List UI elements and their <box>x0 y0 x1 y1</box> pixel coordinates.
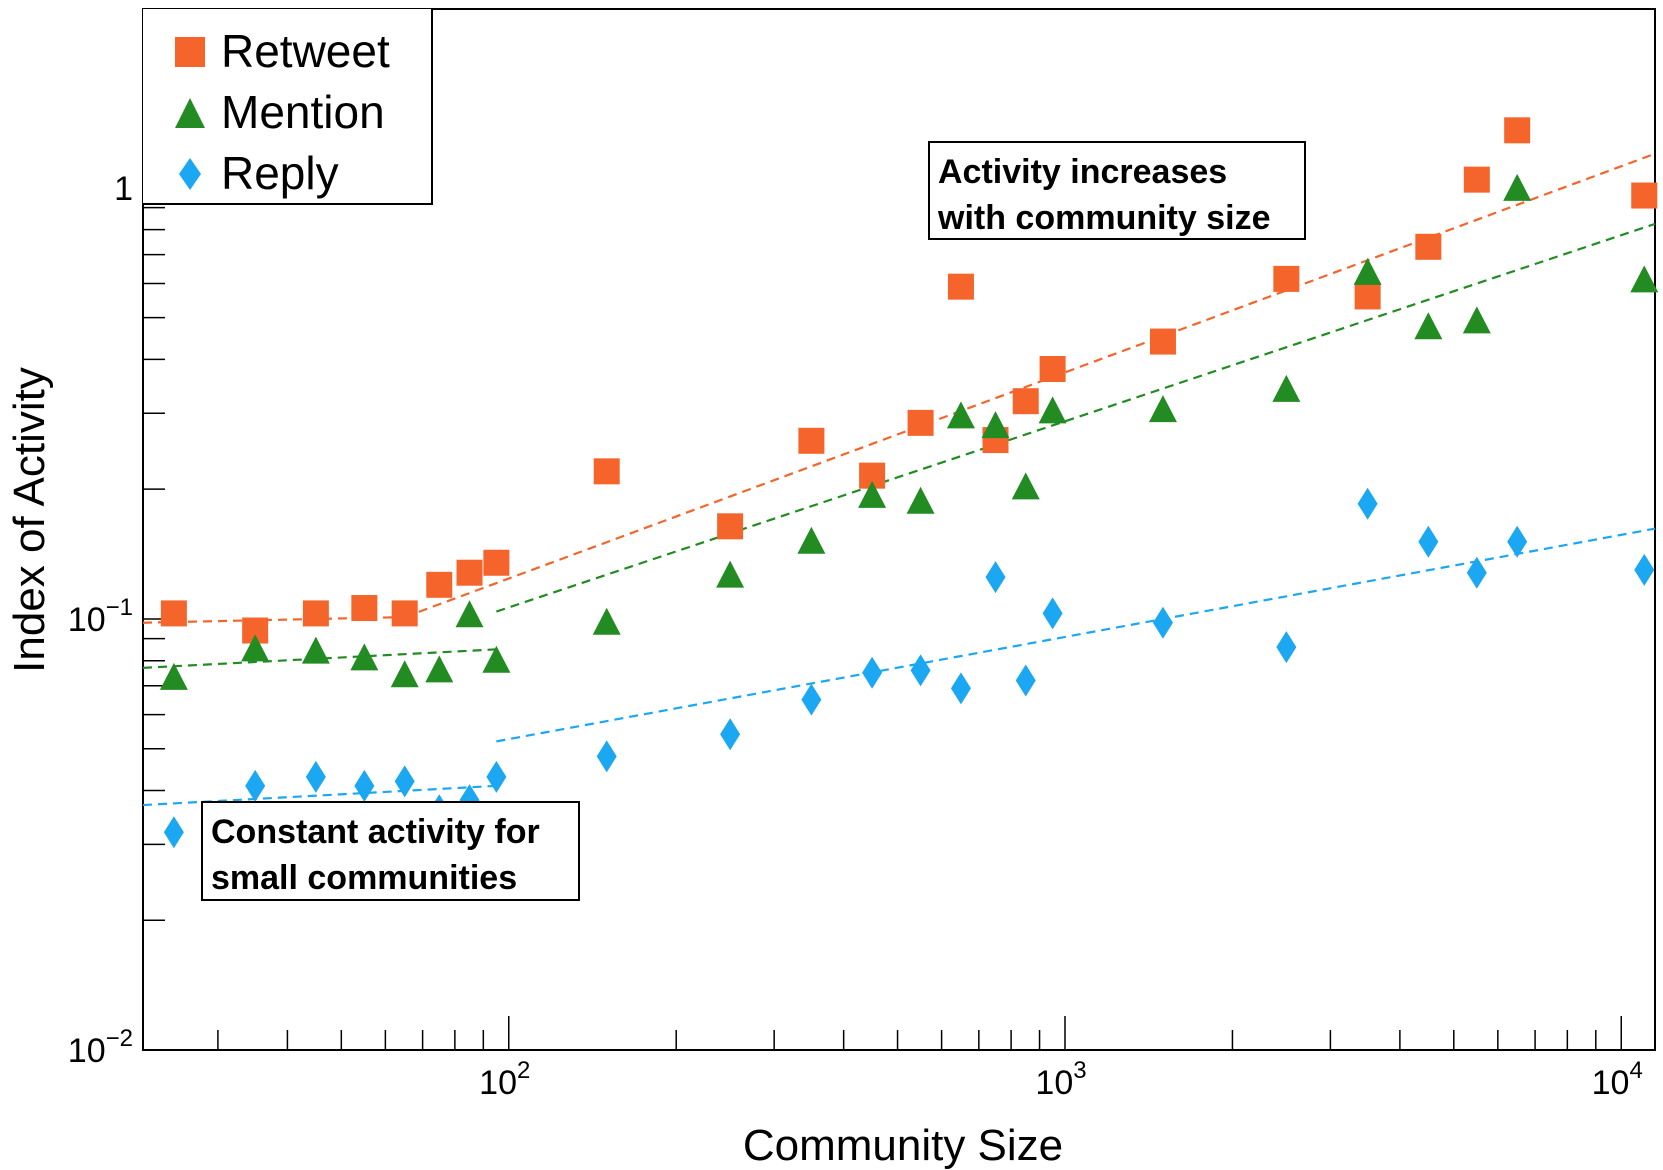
retweet-point <box>160 600 187 627</box>
x-tick-label: 103 <box>1035 1057 1086 1102</box>
triangle-marker-icon <box>175 98 205 128</box>
reply-point <box>1015 664 1036 697</box>
mention-point <box>455 600 484 628</box>
mention-point <box>1503 173 1532 201</box>
legend-item-mention: Mention <box>143 82 431 142</box>
reply-point <box>720 718 741 751</box>
reply-point <box>1466 556 1487 589</box>
mention-point <box>1630 265 1659 293</box>
retweet-point <box>483 549 510 576</box>
mention-point <box>482 645 511 673</box>
data-points <box>159 117 1659 849</box>
mention-point <box>425 655 454 683</box>
reply-point <box>1152 606 1173 639</box>
tick-labels: 102 103 104 10−2 10−1 1 <box>68 170 1643 1102</box>
fit-line-retweet <box>404 152 1656 619</box>
reply-point <box>596 740 617 773</box>
reply-point <box>1276 631 1297 664</box>
annotation-constant-activity: Constant activity for small communities <box>201 801 580 901</box>
mention-point <box>946 401 975 429</box>
mention-point <box>858 480 887 508</box>
legend-label-mention: Mention <box>221 86 385 138</box>
axis-ticks <box>143 57 1622 1051</box>
y-tick-label: 10−2 <box>68 1025 133 1070</box>
retweet-point <box>351 595 378 622</box>
legend: Retweet Mention Reply <box>143 9 433 205</box>
reply-point <box>1418 525 1439 558</box>
mention-point <box>159 662 188 690</box>
reply-point <box>245 769 266 802</box>
retweet-point <box>1273 265 1300 292</box>
retweet-point <box>907 409 934 436</box>
retweet-point <box>426 571 453 598</box>
y-tick-label: 10−1 <box>68 594 133 639</box>
mention-point <box>797 526 826 554</box>
retweet-point <box>1631 182 1658 209</box>
retweet-point <box>1504 117 1531 144</box>
reply-point <box>1042 597 1063 630</box>
mention-point <box>350 643 379 671</box>
legend-label-retweet: Retweet <box>221 25 390 77</box>
retweet-point <box>1415 233 1442 260</box>
retweet-point <box>302 600 329 627</box>
legend-label-reply: Reply <box>221 147 339 199</box>
retweet-point <box>947 273 974 300</box>
mention-point <box>1414 312 1443 340</box>
reply-point <box>486 760 507 793</box>
reply-point <box>163 816 184 849</box>
mention-point <box>1272 374 1301 402</box>
legend-item-reply: Reply <box>143 143 431 203</box>
reply-point <box>1634 553 1655 586</box>
retweet-point <box>1463 166 1490 193</box>
fit-line-reply <box>496 527 1656 743</box>
reply-point <box>801 683 822 716</box>
mention-point <box>1462 306 1491 334</box>
mention-point <box>390 660 419 688</box>
annotation-activity-increases: Activity increases with community size <box>928 141 1306 240</box>
reply-point <box>910 654 931 687</box>
reply-point <box>1507 525 1528 558</box>
reply-point <box>985 561 1006 594</box>
retweet-point <box>391 600 418 627</box>
mention-point <box>592 607 621 635</box>
mention-point <box>716 560 745 588</box>
legend-item-retweet: Retweet <box>143 21 431 81</box>
reply-point <box>354 769 375 802</box>
retweet-point <box>1012 388 1039 415</box>
mention-point <box>906 486 935 514</box>
retweet-point <box>1149 328 1176 355</box>
x-tick-label: 102 <box>479 1057 530 1102</box>
retweet-point <box>456 559 483 586</box>
annotation-line: Constant activity for <box>211 813 540 851</box>
fit-line-mention <box>496 222 1656 613</box>
reply-point <box>305 760 326 793</box>
retweet-point <box>1354 283 1381 310</box>
mention-point <box>1011 472 1040 500</box>
reply-point <box>950 672 971 705</box>
mention-point <box>1148 395 1177 423</box>
reply-point <box>394 765 415 798</box>
mention-point <box>241 634 270 662</box>
annotation-line: small communities <box>211 859 518 897</box>
retweet-point <box>717 513 744 540</box>
square-marker-icon <box>175 37 205 67</box>
mention-point <box>1353 257 1382 285</box>
y-tick-label: 1 <box>114 170 133 208</box>
annotation-line: Activity increases <box>938 153 1228 191</box>
reply-point <box>1357 487 1378 520</box>
mention-point <box>981 411 1010 439</box>
mention-point <box>1038 396 1067 424</box>
x-axis-label: Community Size <box>743 1121 1063 1170</box>
reply-point <box>862 656 883 689</box>
x-tick-label: 104 <box>1592 1057 1643 1102</box>
diamond-marker-icon <box>179 158 201 190</box>
retweet-point <box>593 458 620 485</box>
annotation-line: with community size <box>938 199 1271 237</box>
mention-point <box>301 636 330 664</box>
retweet-point <box>798 427 825 454</box>
y-axis-label: Index of Activity <box>5 367 54 673</box>
retweet-point <box>1039 356 1066 383</box>
